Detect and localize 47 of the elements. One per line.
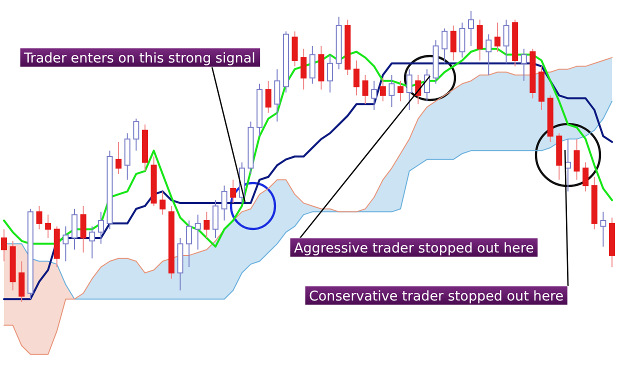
candlestick [442, 28, 448, 64]
candlestick [1, 228, 7, 262]
candlestick [398, 80, 404, 102]
candlestick [221, 185, 228, 222]
candlestick [98, 211, 104, 244]
candlestick [300, 48, 307, 90]
candlestick [494, 22, 500, 52]
candlestick [520, 48, 527, 82]
candlestick [353, 60, 360, 96]
candlestick [80, 205, 86, 254]
candlestick [459, 22, 466, 58]
candlestick [388, 74, 395, 108]
annotation: Aggressive trader stopped out here [294, 240, 534, 256]
candlestick [194, 214, 201, 250]
candlestick [160, 190, 166, 216]
candlestick [476, 19, 483, 61]
candlestick [212, 200, 218, 238]
candlestick [45, 214, 52, 238]
candlestick [292, 30, 298, 67]
candlestick [327, 54, 334, 93]
candlestick [230, 179, 236, 204]
annotation: Conservative trader stopped out here [309, 288, 564, 304]
candlestick [18, 260, 25, 302]
candlestick [600, 211, 606, 248]
candlestick [309, 45, 316, 84]
candlestick [186, 220, 192, 268]
candlestick [89, 226, 96, 259]
candlestick [371, 80, 378, 110]
candlestick [380, 77, 386, 102]
candlestick [204, 211, 210, 238]
candlestick [582, 162, 589, 192]
candlestick [116, 141, 122, 174]
candlestick [574, 138, 580, 180]
candlestick [274, 68, 280, 122]
candlestick [450, 25, 456, 61]
candlestick [406, 68, 412, 110]
annotation: Trader enters on this strong signal [23, 50, 256, 66]
candlestick [362, 74, 368, 105]
candlestick [62, 226, 69, 262]
candlestick [71, 208, 78, 250]
candlestick [424, 68, 430, 102]
candlestick [468, 10, 474, 46]
candlestick [265, 80, 272, 114]
candlestick [36, 205, 42, 230]
candlestick [133, 118, 140, 152]
candlestick [486, 34, 492, 76]
candlestick [503, 19, 510, 64]
